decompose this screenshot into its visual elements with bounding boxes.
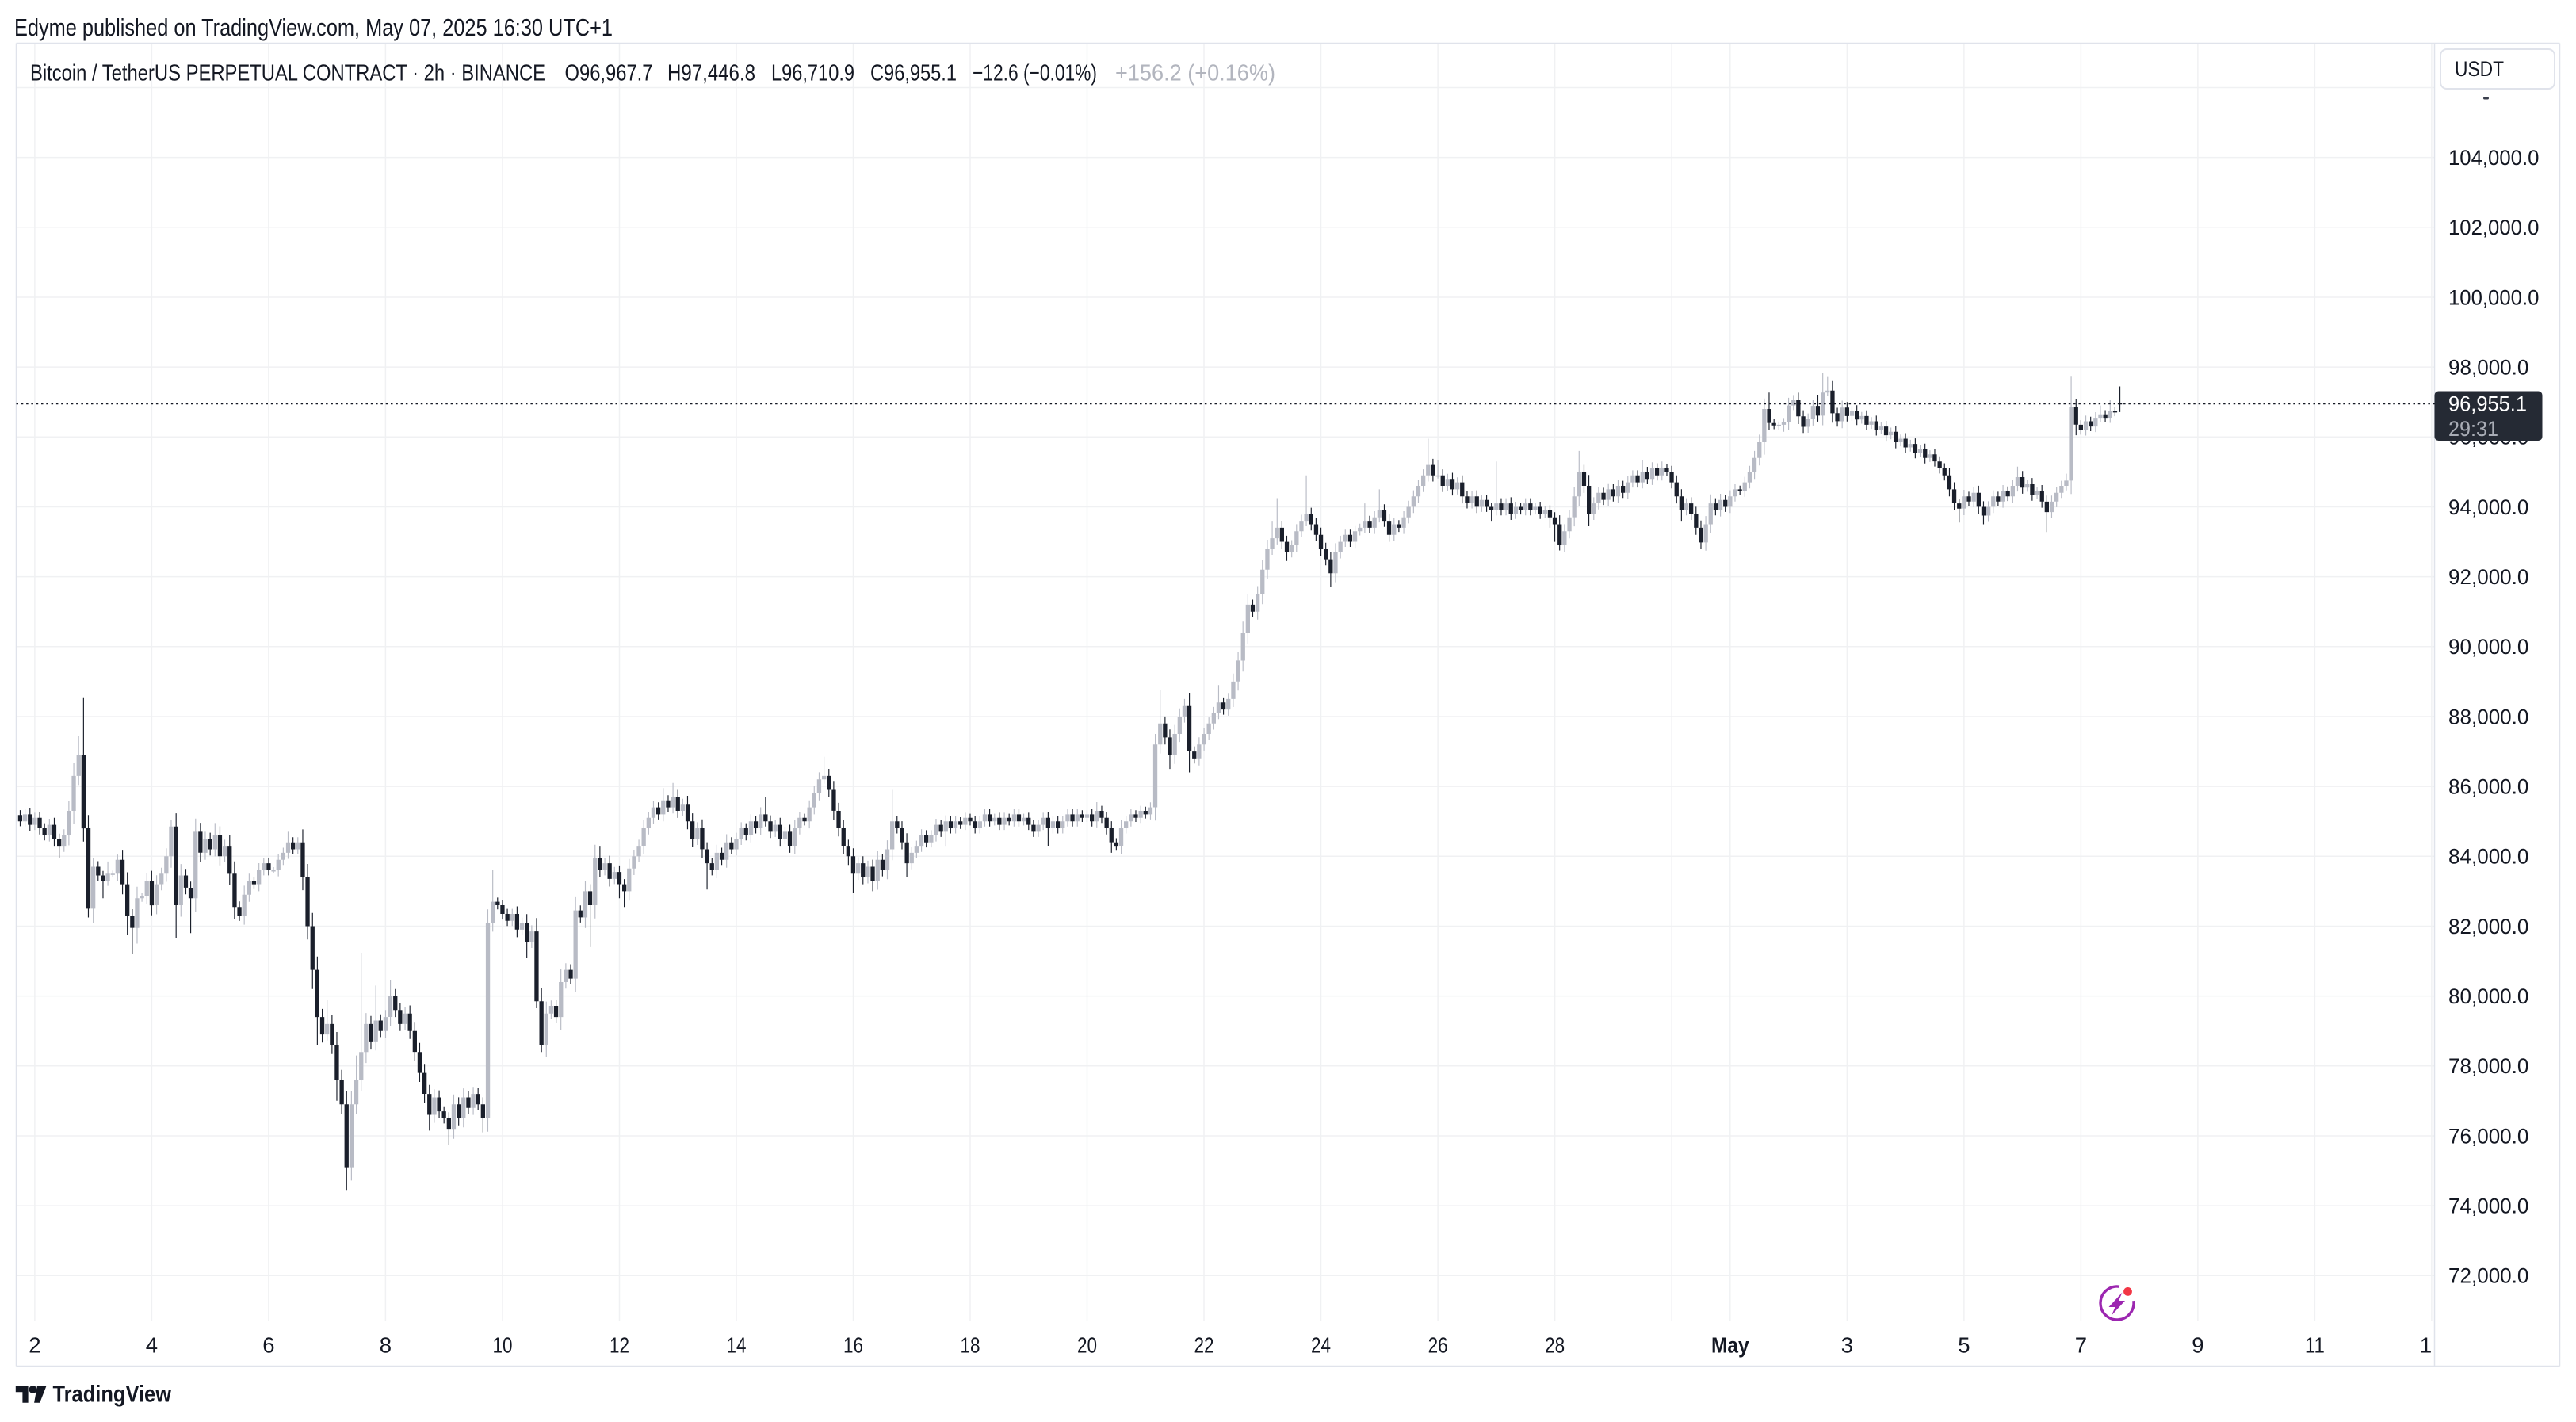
svg-text:18: 18 [961,1333,980,1358]
svg-text:1: 1 [2420,1333,2432,1358]
svg-text:72,000.0: 72,000.0 [2448,1264,2528,1288]
svg-text:88,000.0: 88,000.0 [2448,705,2528,728]
svg-text:+156.2 (+0.16%): +156.2 (+0.16%) [1115,61,1275,86]
svg-text:2: 2 [29,1333,40,1358]
svg-text:24: 24 [1311,1333,1331,1358]
svg-text:4: 4 [146,1333,158,1358]
svg-text:L96,710.9: L96,710.9 [771,61,854,86]
svg-text:C96,955.1: C96,955.1 [870,61,957,86]
svg-text:28: 28 [1545,1333,1565,1358]
svg-text:3: 3 [1841,1333,1853,1358]
svg-text:100,000.0: 100,000.0 [2448,285,2539,309]
svg-text:29:31: 29:31 [2448,417,2498,441]
svg-text:82,000.0: 82,000.0 [2448,915,2528,938]
svg-text:5: 5 [1958,1333,1970,1358]
svg-text:96,955.1: 96,955.1 [2448,392,2527,416]
svg-text:Edyme published on TradingView: Edyme published on TradingView.com, May … [14,13,613,41]
svg-text:10: 10 [493,1333,513,1358]
svg-text:11: 11 [2305,1333,2325,1358]
svg-text:76,000.0: 76,000.0 [2448,1124,2528,1148]
svg-text:86,000.0: 86,000.0 [2448,774,2528,798]
svg-text:May: May [1711,1333,1749,1358]
svg-text:26: 26 [1428,1333,1448,1358]
svg-text:7: 7 [2075,1333,2087,1358]
svg-text:22: 22 [1194,1333,1214,1358]
svg-text:90,000.0: 90,000.0 [2448,635,2528,659]
svg-text:9: 9 [2192,1333,2203,1358]
svg-text:20: 20 [1077,1333,1097,1358]
svg-text:H97,446.8: H97,446.8 [667,61,755,86]
svg-text:74,000.0: 74,000.0 [2448,1194,2528,1217]
svg-text:102,000.0: 102,000.0 [2448,216,2539,239]
svg-text:8: 8 [380,1333,392,1358]
svg-text:14: 14 [727,1333,747,1358]
svg-text:92,000.0: 92,000.0 [2448,565,2528,589]
svg-text:6: 6 [262,1333,274,1358]
svg-text:Bitcoin / TetherUS PERPETUAL C: Bitcoin / TetherUS PERPETUAL CONTRACT · … [30,61,545,86]
svg-text:84,000.0: 84,000.0 [2448,845,2528,869]
svg-text:98,000.0: 98,000.0 [2448,355,2528,379]
svg-text:O96,967.7: O96,967.7 [565,61,653,86]
svg-text:94,000.0: 94,000.0 [2448,495,2528,519]
svg-text:USDT: USDT [2455,57,2504,81]
svg-text:12: 12 [610,1333,629,1358]
svg-text:TradingView: TradingView [53,1382,172,1408]
svg-text:16: 16 [843,1333,863,1358]
svg-text:78,000.0: 78,000.0 [2448,1054,2528,1078]
svg-text:−12.6 (−0.01%): −12.6 (−0.01%) [973,61,1097,86]
svg-text:104,000.0: 104,000.0 [2448,146,2539,170]
svg-text:80,000.0: 80,000.0 [2448,984,2528,1008]
